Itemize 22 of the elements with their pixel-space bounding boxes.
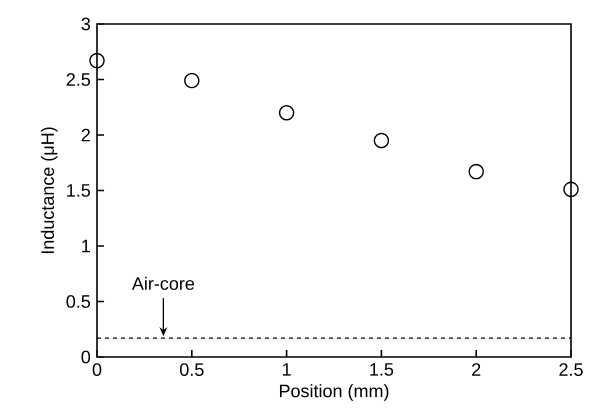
x-tick-label: 0.5 [180, 363, 204, 376]
point [563, 182, 579, 198]
x-tick-label: 1 [282, 363, 291, 376]
x-tick-label: 2.5 [559, 363, 583, 376]
y-tick-label: 0.5 [66, 295, 90, 308]
point [468, 164, 484, 180]
y-axis-title: Inductance (μH) [40, 127, 58, 254]
x-tick-label: 1.5 [370, 363, 394, 376]
y-tick-label: 3 [81, 18, 90, 30]
y-tick-label: 2 [82, 128, 90, 142]
x-tick-label: 2 [472, 363, 480, 376]
y-tick-label: 2.5 [66, 73, 90, 86]
y-tick-label: 0 [81, 350, 90, 364]
y-tick-label: 1 [82, 240, 90, 252]
point [278, 105, 294, 120]
point [89, 52, 105, 68]
annotation: Air-core [132, 276, 194, 290]
point [184, 72, 200, 88]
x-tick-label: 0 [92, 363, 102, 376]
y-tick-label: 1.5 [67, 184, 90, 197]
x-axis-title: Position (mm) [280, 384, 388, 401]
point [374, 132, 390, 148]
